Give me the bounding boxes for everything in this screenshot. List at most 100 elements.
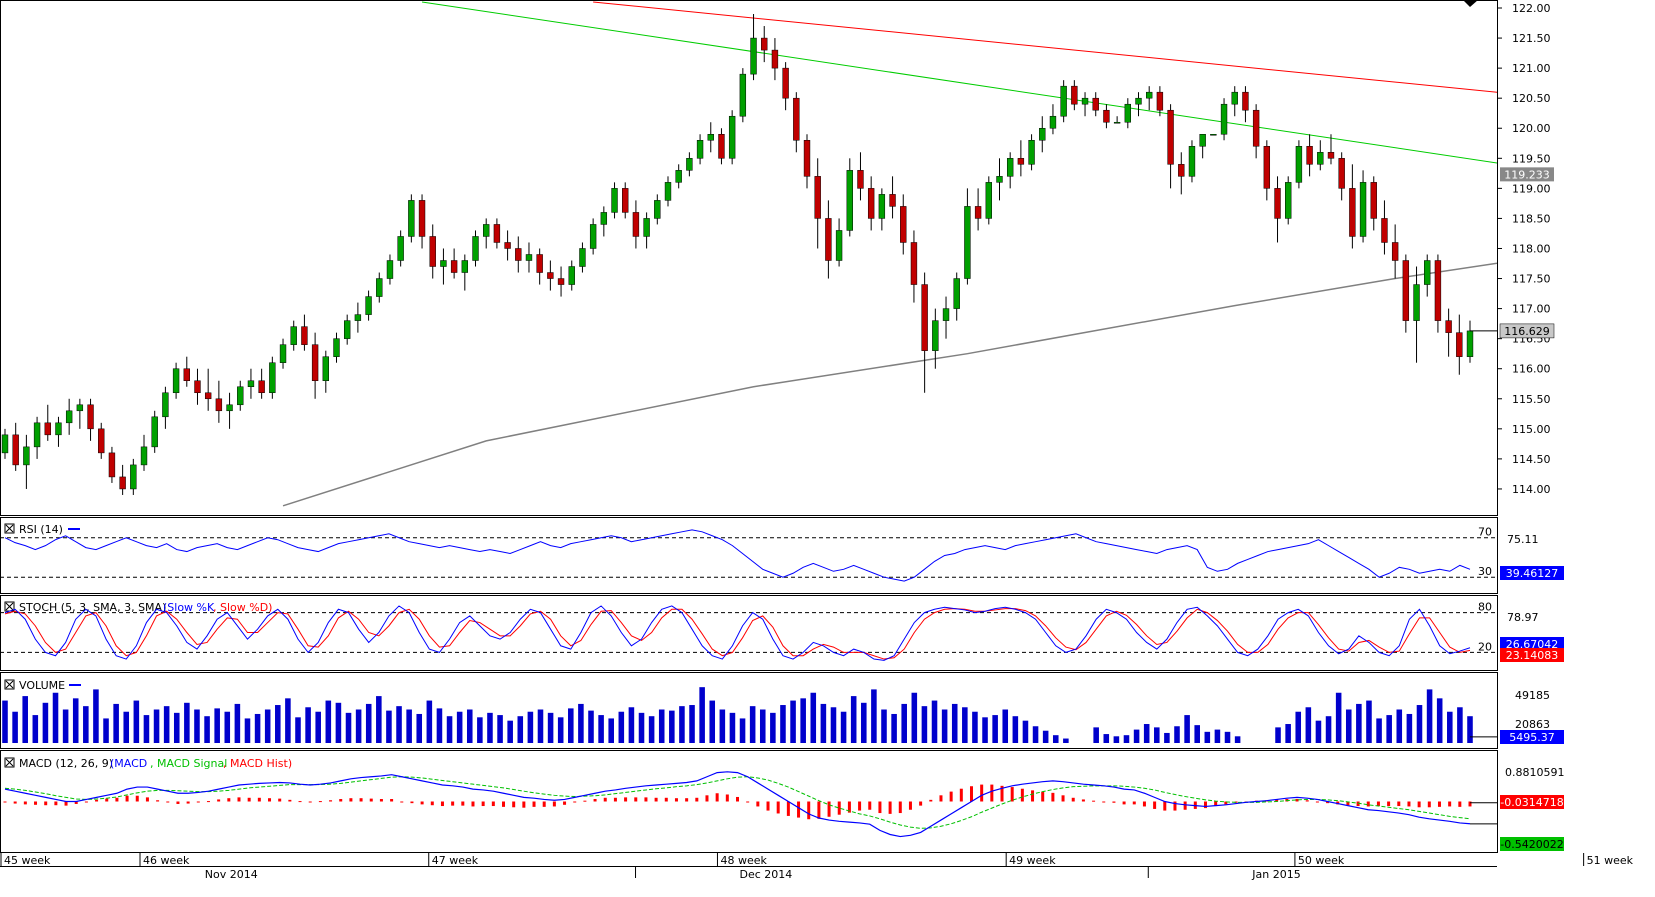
candle-body [354,314,362,321]
macd-hist-bar [868,801,872,810]
volume-bar [1295,711,1302,743]
volume-bar [214,708,220,743]
close-icon [5,680,14,689]
candle-body [974,206,982,219]
candle-body [76,404,84,412]
rsi-value-box [1500,566,1564,580]
week-label: 47 week [432,854,479,867]
volume-bar [42,702,49,743]
level-label: 70 [1478,526,1492,539]
candle-body [579,248,586,267]
volume-bar [456,711,463,743]
candle-body [1381,218,1388,243]
price-tick-label: 120.00 [1512,122,1551,135]
macd-hist-bar [196,801,200,803]
price-tick-label: 119.50 [1512,152,1551,165]
macd-hist-bar [166,801,170,803]
macd-hist-bar [634,797,638,802]
scroll-marker-icon[interactable] [1463,0,1478,7]
volume-bar [1356,703,1362,743]
macd-hist-bar [980,784,984,802]
macd-hist-bar [1000,785,1004,802]
candle-body [782,67,789,99]
candle-body [1071,85,1078,105]
candle-body [151,416,158,448]
volume-bar [568,708,574,743]
candle-body [450,260,458,273]
level-label: 30 [1478,565,1492,578]
candle-body [483,224,490,237]
week-label: 50 week [1298,854,1345,867]
volume-bar [537,709,544,743]
macd-hist-bar [471,801,475,807]
volume-bar [1194,725,1200,743]
volume-value-box [1500,730,1564,744]
candle-body [1231,91,1238,105]
candle-body [1113,121,1121,124]
macd-hist-bar [593,799,597,802]
rsi-pane[interactable]: RSI (14) 70 30 75.11 39.46127 [0,523,1564,582]
volume-bar [123,711,130,743]
volume-bar [669,710,675,743]
volume-bar [12,711,18,743]
candle-body [226,404,233,412]
macd-hist-bar [1295,799,1299,802]
volume-bar [931,700,938,743]
macd-hist-bar [95,799,99,802]
candle-body [1006,158,1014,177]
volume-bar [264,709,271,743]
macd-hist-bar [715,793,719,802]
candle-body [119,476,126,490]
candle-body [835,230,843,261]
volume-bar [800,698,806,743]
candle-body [55,422,62,436]
month-label: Dec 2014 [740,868,793,881]
volume-bar [972,711,978,743]
candle-body [1028,140,1035,165]
volume-bar [618,711,625,743]
candle-body [557,278,565,285]
macd-pane[interactable]: MACD (12, 26, 9) (MACD , MACD Signal , M… [3,757,1565,851]
macd-value-box [1500,837,1564,851]
volume-bar [1396,709,1403,743]
volume-bar [52,692,59,743]
candle-body [1285,182,1292,219]
volume-bar [962,707,968,743]
volume-bar [436,708,443,743]
macd-hist-bar [278,798,282,802]
stoch-pane[interactable]: STOCH (5, 3, SMA, 3, SMA) (Slow %K , Slo… [0,601,1564,662]
volume-title: VOLUME [19,679,65,692]
rsi-axis-label: 75.11 [1507,533,1539,546]
volume-bar [881,709,887,743]
macd-hist-bar [695,797,699,802]
candle-body [1039,127,1046,141]
candle-body [728,115,736,159]
volume-pane[interactable]: VOLUME 49185 20863 5495.37 [2,679,1564,744]
candle-body [386,260,394,279]
candle-body [1263,146,1271,189]
macd-line [4,771,1471,838]
volume-axis-low: 20863 [1515,718,1550,731]
stoch-legend-d: , Slow %D) [213,601,272,614]
time-axis: 45 week 46 week 47 week 48 week 49 week 50 we… [0,853,1634,881]
macd-hist-bar [919,801,923,806]
price-tick-label: 117.00 [1512,303,1551,316]
candle-body [65,410,73,424]
volume-bar [1467,716,1473,743]
volume-bar [345,712,352,743]
macd-hist-bar [1305,800,1309,802]
volume-bar [497,715,503,743]
macd-hist-bar [644,797,648,802]
volume-bar [244,718,251,743]
macd-hist-bar [44,801,48,806]
candle-body [771,49,779,69]
macd-hist-bar [3,801,7,803]
price-pane[interactable]: 122.00 121.50 121.00 120.50 120.00 119.50 119.… [1,0,1655,507]
volume-bar [1012,716,1019,743]
macd-hist-bar [786,801,790,816]
volume-bar [739,718,746,743]
volume-bar [719,709,726,743]
volume-bar [1032,726,1039,743]
volume-bar [254,713,261,743]
macd-hist-bar [145,797,149,802]
